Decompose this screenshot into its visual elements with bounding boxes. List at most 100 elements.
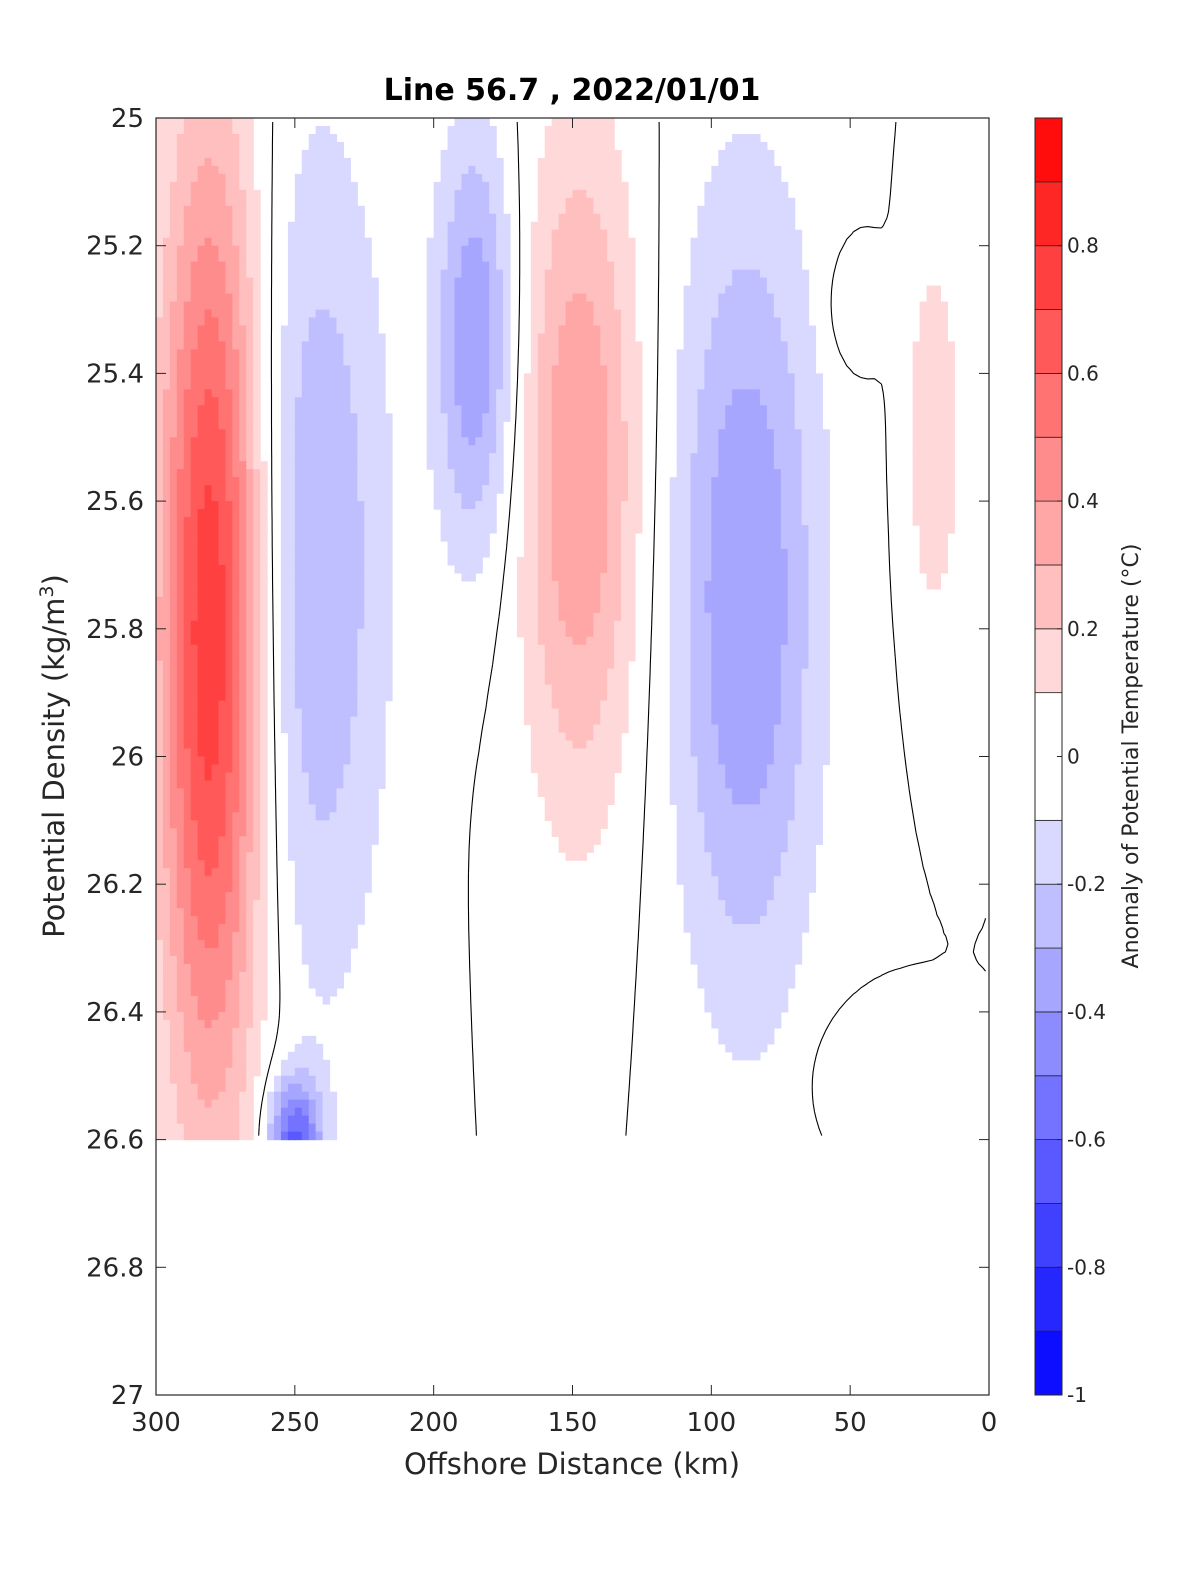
contour-cell [579,429,587,438]
contour-cell [183,525,192,534]
contour-cell [162,349,171,359]
contour-cell [496,301,504,311]
contour-cell [260,628,268,638]
contour-cell [280,365,289,374]
contour-cell [794,620,803,630]
contour-cell [162,509,171,518]
contour-cell [572,644,581,654]
contour-cell [371,389,379,398]
contour-cell [683,556,692,566]
contour-cell [912,341,921,351]
contour-cell [315,397,324,406]
contour-cell [475,556,483,566]
contour-cell [211,165,220,175]
contour-cell [315,197,324,207]
contour-cell [385,533,393,542]
contour-cell [711,301,719,311]
contour-cell [357,213,365,223]
contour-cell [454,556,463,566]
contour-cell [364,437,372,446]
contour-cell [607,620,615,630]
contour-cell [225,652,233,662]
contour-cell [294,181,303,191]
contour-cell [218,213,227,223]
contour-cell [156,333,164,343]
contour-cell [253,205,261,215]
contour-cell [162,421,171,430]
contour-cell [690,341,699,351]
contour-cell [454,309,463,319]
contour-cell [169,652,178,662]
contour-cell [246,349,254,359]
contour-cell [461,118,469,127]
contour-cell [565,389,574,398]
contour-cell [676,365,685,374]
contour-cell [766,628,775,638]
contour-cell [190,445,199,454]
contour-cell [232,389,240,398]
contour-cell [621,325,629,335]
contour-cell [732,485,740,494]
contour-cell [426,413,435,422]
contour-cell [732,213,740,223]
contour-cell [322,357,331,367]
contour-cell [190,389,199,398]
contour-cell [447,341,456,351]
contour-cell [940,485,948,494]
contour-cell [725,357,733,367]
contour-cell [794,365,803,374]
contour-cell [614,173,622,183]
contour-cell [600,389,608,398]
contour-cell [440,229,449,239]
contour-cell [572,381,581,390]
contour-cell [315,325,324,335]
contour-cell [544,548,553,558]
contour-cell [565,525,574,534]
contour-cell [544,525,553,534]
contour-cell [933,541,942,550]
contour-cell [218,309,227,319]
contour-cell [516,564,525,574]
contour-cell [607,389,615,398]
contour-cell [544,301,553,311]
contour-cell [746,517,754,526]
contour-cell [239,365,247,374]
contour-cell [385,596,393,606]
contour-cell [551,237,560,247]
contour-cell [322,173,331,183]
contour-cell [426,405,435,414]
contour-cell [461,572,469,582]
contour-cell [357,309,365,319]
contour-cell [551,453,560,462]
contour-cell [433,445,442,454]
contour-cell [752,397,761,406]
contour-cell [628,517,636,526]
contour-cell [739,397,747,406]
contour-cell [614,277,622,287]
contour-cell [572,548,581,558]
contour-cell [801,556,810,566]
contour-cell [759,149,768,159]
contour-cell [461,365,469,374]
contour-cell [586,612,594,622]
contour-cell [364,517,372,526]
contour-cell [787,548,796,558]
contour-cell [183,365,192,374]
contour-cell [523,373,532,382]
contour-cell [308,277,317,287]
contour-cell [752,141,761,151]
contour-cell [718,285,726,295]
contour-cell [253,469,261,478]
contour-cell [752,365,761,374]
contour-cell [329,588,338,598]
contour-cell [197,644,206,654]
contour-cell [447,437,456,446]
contour-cell [746,572,754,582]
contour-cell [336,365,345,374]
contour-cell [766,277,775,287]
contour-cell [766,580,775,590]
contour-cell [371,429,379,438]
contour-cell [683,373,692,382]
contour-cell [773,413,782,422]
contour-cell [169,141,178,151]
